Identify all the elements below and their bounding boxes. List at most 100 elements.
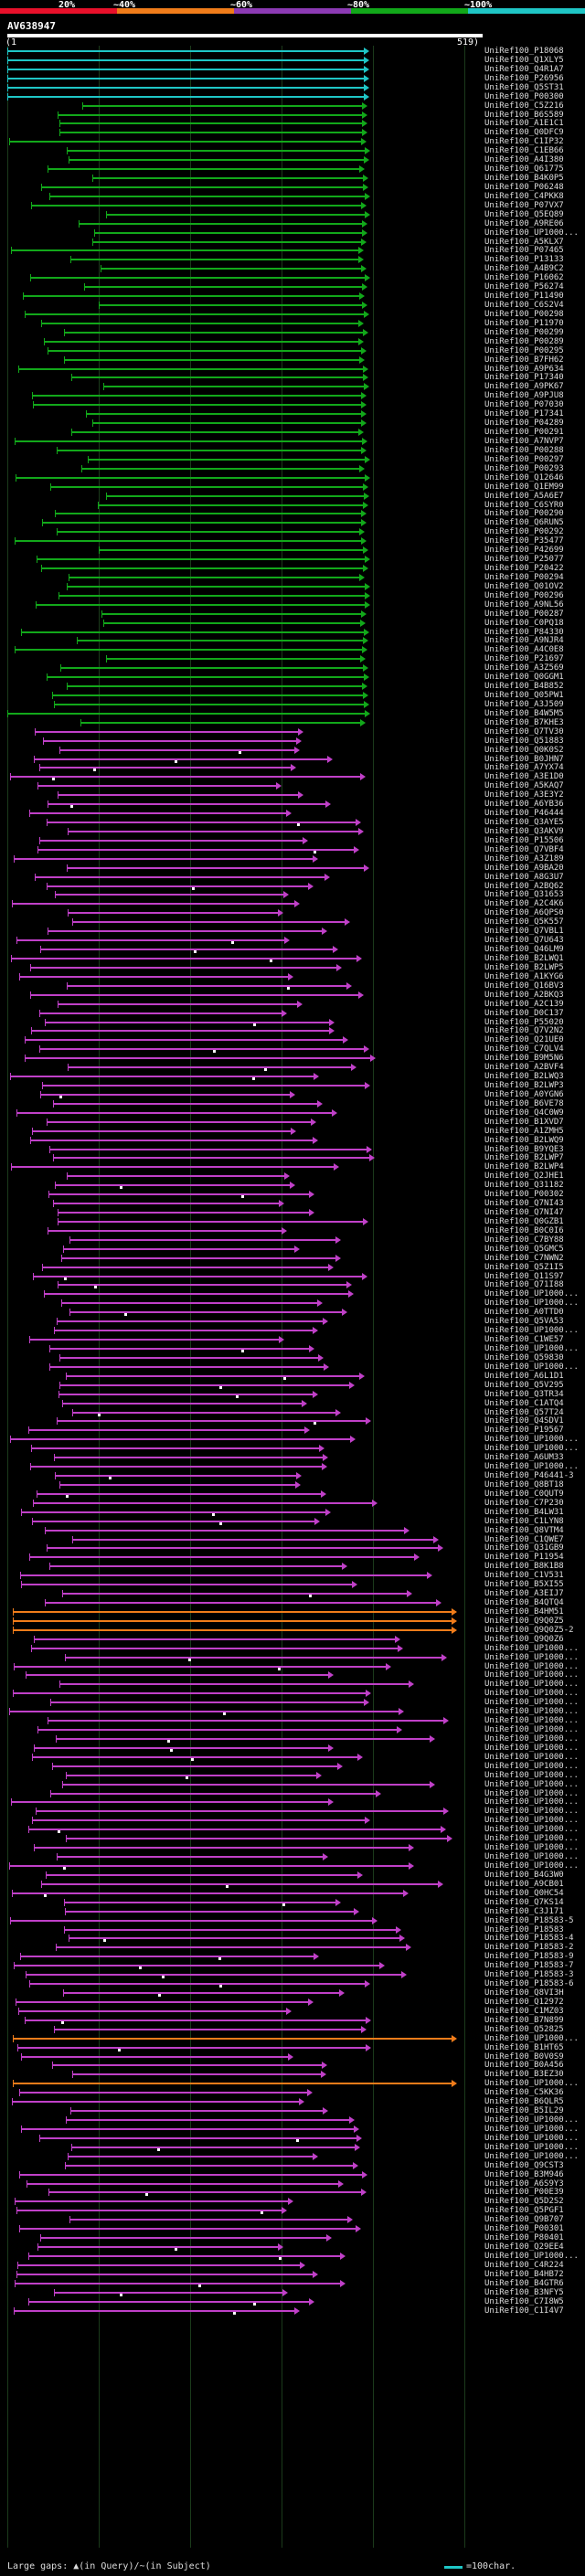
hit-label[interactable]: UniRef100_P00294	[484, 572, 564, 582]
hit-label[interactable]: UniRef100_B3NFY5	[484, 2287, 564, 2297]
hit-label[interactable]: UniRef100_Q7VBF4	[484, 844, 564, 854]
hit-label[interactable]: UniRef100_P00297	[484, 454, 564, 464]
hit-label[interactable]: UniRef100_B9YQE3	[484, 1144, 564, 1154]
hit-label[interactable]: UniRef100_UP1000...	[484, 2115, 579, 2125]
hit-label[interactable]: UniRef100_C1I4V7	[484, 2306, 564, 2316]
hit-label[interactable]: UniRef100_UP1000...	[484, 1680, 579, 1690]
hit-label[interactable]: UniRef100_C1WE57	[484, 1335, 564, 1345]
hit-label[interactable]: UniRef100_P18583-4	[484, 1934, 574, 1944]
hit-label[interactable]: UniRef100_B5IL29	[484, 2106, 564, 2116]
hit-label[interactable]: UniRef100_B4GTR6	[484, 2278, 564, 2288]
hit-label[interactable]: UniRef100_C4R224	[484, 2260, 564, 2270]
hit-label[interactable]: UniRef100_A3Z569	[484, 663, 564, 673]
hit-label[interactable]: UniRef100_Q3AKV9	[484, 826, 564, 836]
hit-label[interactable]: UniRef100_A9BA20	[484, 863, 564, 873]
hit-label[interactable]: UniRef100_A9RE06	[484, 218, 564, 228]
hit-label[interactable]: UniRef100_Q31GB9	[484, 1543, 564, 1553]
hit-label[interactable]: UniRef100_D0C137	[484, 1008, 564, 1018]
hit-label[interactable]: UniRef100_UP1000...	[484, 1797, 579, 1807]
hit-label[interactable]: UniRef100_Q8VI3H	[484, 1988, 564, 1998]
hit-label[interactable]: UniRef100_UP1000...	[484, 1743, 579, 1753]
hit-label[interactable]: UniRef100_UP1000...	[484, 228, 579, 238]
hit-label[interactable]: UniRef100_Q7U643	[484, 936, 564, 946]
hit-label[interactable]: UniRef100_P84330	[484, 627, 564, 637]
hit-label[interactable]: UniRef100_A3Z189	[484, 853, 564, 864]
hit-label[interactable]: UniRef100_B7KHE3	[484, 717, 564, 727]
hit-label[interactable]: UniRef100_P07465	[484, 246, 564, 256]
hit-label[interactable]: UniRef100_Q21UE0	[484, 1035, 564, 1045]
hit-label[interactable]: UniRef100_UP1000...	[484, 1707, 579, 1717]
hit-label[interactable]: UniRef100_UP1000...	[484, 1752, 579, 1762]
hit-label[interactable]: UniRef100_B5XI55	[484, 1580, 564, 1590]
hit-label[interactable]: UniRef100_B6VE78	[484, 1098, 564, 1108]
hit-label[interactable]: UniRef100_A9PJU8	[484, 391, 564, 401]
hit-label[interactable]: UniRef100_Q5V295	[484, 1380, 564, 1390]
hit-label[interactable]: UniRef100_A2BKQ3	[484, 990, 564, 1000]
hit-label[interactable]: UniRef100_B9M5N6	[484, 1054, 564, 1064]
hit-label[interactable]: UniRef100_Q0GZB1	[484, 1216, 564, 1226]
hit-label[interactable]: UniRef100_Q0DFC9	[484, 128, 564, 138]
hit-label[interactable]: UniRef100_Q5D2S2	[484, 2197, 564, 2207]
hit-label[interactable]: UniRef100_UP1000...	[484, 1816, 579, 1826]
hit-label[interactable]: UniRef100_P00295	[484, 345, 564, 355]
hit-label[interactable]: UniRef100_Q5EQ89	[484, 209, 564, 219]
hit-label[interactable]: UniRef100_UP1000...	[484, 1643, 579, 1653]
hit-label[interactable]: UniRef100_A6UM33	[484, 1453, 564, 1463]
hit-label[interactable]: UniRef100_Q5ST31	[484, 82, 564, 92]
hit-label[interactable]: UniRef100_Q46LM9	[484, 945, 564, 955]
hit-label[interactable]: UniRef100_P18583-9	[484, 1952, 574, 1962]
hit-label[interactable]: UniRef100_P00298	[484, 309, 564, 319]
hit-label[interactable]: UniRef100_UP1000...	[484, 1652, 579, 1662]
hit-label[interactable]: UniRef100_UP1000...	[484, 1843, 579, 1853]
hit-label[interactable]: UniRef100_UP1000...	[484, 1326, 579, 1336]
hit-label[interactable]: UniRef100_Q7NI47	[484, 1208, 564, 1218]
hit-label[interactable]: UniRef100_Q29EE4	[484, 2242, 564, 2253]
hit-label[interactable]: UniRef100_A5KAQ7	[484, 781, 564, 791]
hit-label[interactable]: UniRef100_Q31182	[484, 1181, 564, 1191]
hit-label[interactable]: UniRef100_B2LWP7	[484, 1153, 564, 1163]
hit-label[interactable]: UniRef100_C0PQ18	[484, 618, 564, 628]
hit-label[interactable]: UniRef100_C5KK36	[484, 2088, 564, 2098]
hit-label[interactable]: UniRef100_A2BVF4	[484, 1063, 564, 1073]
hit-label[interactable]: UniRef100_C7NWN2	[484, 1253, 564, 1263]
hit-label[interactable]: UniRef100_B2LWQ1	[484, 954, 564, 963]
hit-label[interactable]: UniRef100_A9NL56	[484, 599, 564, 610]
hit-label[interactable]: UniRef100_Q61775	[484, 164, 564, 175]
hit-label[interactable]: UniRef100_UP1000...	[484, 2124, 579, 2134]
hit-label[interactable]: UniRef100_C1EB66	[484, 146, 564, 156]
hit-label[interactable]: UniRef100_P18068	[484, 47, 564, 56]
hit-label[interactable]: UniRef100_Q9CST3	[484, 2160, 564, 2170]
hit-label[interactable]: UniRef100_B2LWQ9	[484, 1135, 564, 1145]
hit-label[interactable]: UniRef100_C7QLV4	[484, 1044, 564, 1055]
hit-label[interactable]: UniRef100_Q05PW1	[484, 691, 564, 701]
hit-label[interactable]: UniRef100_A3E1D0	[484, 772, 564, 782]
hit-label[interactable]: UniRef100_A3E3Y2	[484, 790, 564, 800]
hit-label[interactable]: UniRef100_P18583-7	[484, 1961, 574, 1971]
hit-label[interactable]: UniRef100_UP1000...	[484, 1343, 579, 1353]
hit-label[interactable]: UniRef100_B4B852	[484, 682, 564, 692]
hit-label[interactable]: UniRef100_Q5PGF1	[484, 2206, 564, 2216]
hit-label[interactable]: UniRef100_B0JHN7	[484, 754, 564, 764]
hit-label[interactable]: UniRef100_P17340	[484, 373, 564, 383]
hit-label[interactable]: UniRef100_Q7KS14	[484, 1897, 564, 1907]
hit-label[interactable]: UniRef100_A2BQ62	[484, 881, 564, 891]
hit-label[interactable]: UniRef100_Q4C0W9	[484, 1108, 564, 1118]
hit-label[interactable]: UniRef100_P00296	[484, 590, 564, 600]
hit-label[interactable]: UniRef100_UP1000...	[484, 1861, 579, 1871]
hit-label[interactable]: UniRef100_Q9Q0Z5	[484, 1616, 564, 1626]
hit-label[interactable]: UniRef100_C1MZ03	[484, 2006, 564, 2016]
hit-label[interactable]: UniRef100_A8G3U7	[484, 872, 564, 882]
hit-label[interactable]: UniRef100_A4C0E8	[484, 645, 564, 655]
hit-label[interactable]: UniRef100_Q5Z1I5	[484, 1262, 564, 1272]
hit-label[interactable]: UniRef100_P11954	[484, 1553, 564, 1563]
hit-label[interactable]: UniRef100_Q59830	[484, 1352, 564, 1362]
hit-label[interactable]: UniRef100_A3J509	[484, 699, 564, 709]
hit-label[interactable]: UniRef100_Q0GGM1	[484, 673, 564, 683]
hit-label[interactable]: UniRef100_Q7TV30	[484, 726, 564, 737]
hit-label[interactable]: UniRef100_Q3AYE5	[484, 818, 564, 828]
hit-label[interactable]: UniRef100_P11970	[484, 318, 564, 328]
hit-label[interactable]: UniRef100_A9PK67	[484, 382, 564, 392]
hit-label[interactable]: UniRef100_B4HM51	[484, 1606, 564, 1617]
hit-label[interactable]: UniRef100_B2LWQ3	[484, 1072, 564, 1082]
hit-label[interactable]: UniRef100_A7NVP7	[484, 436, 564, 446]
